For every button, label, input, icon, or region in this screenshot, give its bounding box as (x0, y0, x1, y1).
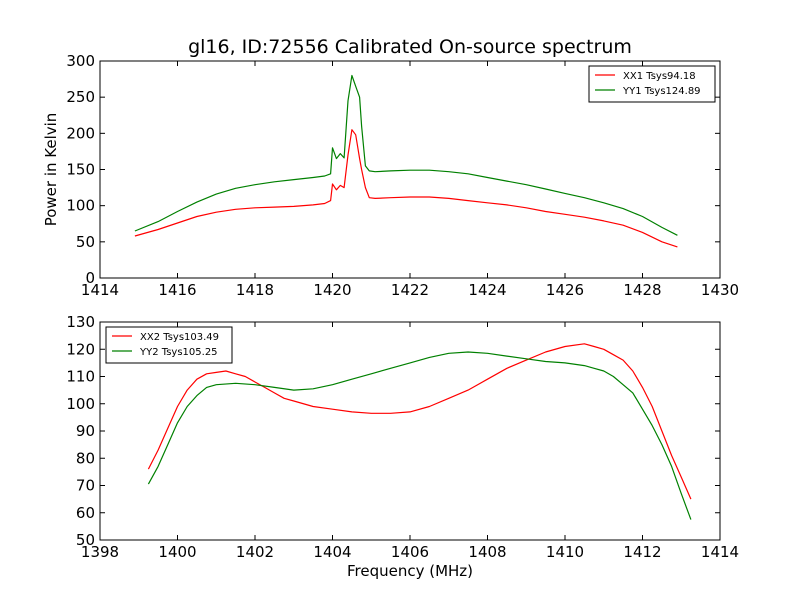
x-tick-label: 1412 (623, 543, 661, 561)
y-tick-label: 120 (66, 340, 95, 358)
legend-entry: YY2 Tsys105.25 (139, 347, 218, 358)
y-tick-label: 50 (76, 233, 95, 251)
x-tick-label: 1402 (236, 543, 274, 561)
legend-1: XX2 Tsys103.49 YY2 Tsys105.25 (105, 326, 233, 364)
y-tick-label: 150 (66, 161, 95, 179)
y-tick-label: 70 (76, 477, 95, 495)
y-tick-label: 100 (66, 197, 95, 215)
y-tick-label: 0 (85, 269, 95, 287)
series-line-0-0 (134, 129, 678, 248)
y-tick-label: 110 (66, 368, 95, 386)
y-tick-label: 300 (66, 52, 95, 70)
x-tick-label: 1400 (158, 543, 196, 561)
x-tick-label: 1410 (546, 543, 584, 561)
x-tick-label: 1420 (313, 281, 351, 299)
x-tick-label: 1424 (468, 281, 506, 299)
y-tick-label: 50 (76, 531, 95, 549)
bottom-spectrum-panel: 1398 1400 1402 1404 1406 1408 1410 1412 1414 50 60… (66, 313, 739, 580)
x-tick-label: 1408 (468, 543, 506, 561)
x-tick-label: 1406 (391, 543, 429, 561)
x-tick-label: 1430 (701, 281, 739, 299)
y-axis-label: Power in Kelvin (42, 113, 60, 227)
legend-entry: YY1 Tsys124.89 (622, 86, 701, 97)
series-line-1-1 (147, 351, 692, 520)
x-tick-label: 1422 (391, 281, 429, 299)
x-tick-label: 1414 (701, 543, 739, 561)
legend-box (588, 65, 716, 103)
x-tick-label: 1428 (623, 281, 661, 299)
series-line-1-0 (147, 343, 692, 500)
y-tick-label: 130 (66, 313, 95, 331)
top-spectrum-panel: 1414 1416 1418 1420 1422 1424 1426 1428 1430 0 50 1… (42, 52, 739, 299)
legend-entry: XX1 Tsys94.18 (623, 71, 696, 82)
figure-title: gl16, ID:72556 Calibrated On-source spec… (188, 36, 632, 58)
y-tick-label: 60 (76, 504, 95, 522)
legend-box (105, 326, 233, 364)
y-tick-label: 90 (76, 422, 95, 440)
x-tick-label: 1418 (236, 281, 274, 299)
legend-entry: XX2 Tsys103.49 (140, 332, 219, 343)
series-line-0-1 (134, 74, 678, 236)
x-tick-label: 1404 (313, 543, 351, 561)
y-tick-label: 200 (66, 124, 95, 142)
legend-0: XX1 Tsys94.18 YY1 Tsys124.89 (588, 65, 716, 103)
y-tick-label: 100 (66, 395, 95, 413)
y-tick-label: 250 (66, 88, 95, 106)
x-tick-label: 1398 (81, 543, 119, 561)
x-tick-label: 1416 (158, 281, 196, 299)
x-tick-label: 1414 (81, 281, 119, 299)
y-tick-label: 80 (76, 449, 95, 467)
x-axis-label: Frequency (MHz) (347, 562, 473, 580)
x-tick-label: 1426 (546, 281, 584, 299)
